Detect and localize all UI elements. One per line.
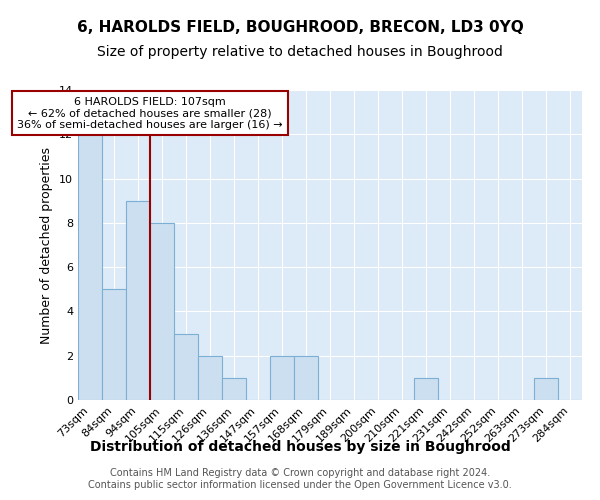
Bar [174, 334, 198, 400]
Text: 6, HAROLDS FIELD, BOUGHROOD, BRECON, LD3 0YQ: 6, HAROLDS FIELD, BOUGHROOD, BRECON, LD3… [77, 20, 523, 35]
Text: Contains HM Land Registry data © Crown copyright and database right 2024.
Contai: Contains HM Land Registry data © Crown c… [88, 468, 512, 490]
Bar [126, 200, 150, 400]
Text: Distribution of detached houses by size in Boughrood: Distribution of detached houses by size … [89, 440, 511, 454]
Bar [414, 378, 438, 400]
Bar [150, 223, 174, 400]
Bar [270, 356, 294, 400]
Bar [534, 378, 558, 400]
Bar [198, 356, 222, 400]
Text: 6 HAROLDS FIELD: 107sqm
← 62% of detached houses are smaller (28)
36% of semi-de: 6 HAROLDS FIELD: 107sqm ← 62% of detache… [17, 96, 283, 130]
Bar [102, 290, 126, 400]
Text: Size of property relative to detached houses in Boughrood: Size of property relative to detached ho… [97, 45, 503, 59]
Y-axis label: Number of detached properties: Number of detached properties [40, 146, 53, 344]
Bar [222, 378, 246, 400]
Bar [78, 134, 102, 400]
Bar [294, 356, 318, 400]
